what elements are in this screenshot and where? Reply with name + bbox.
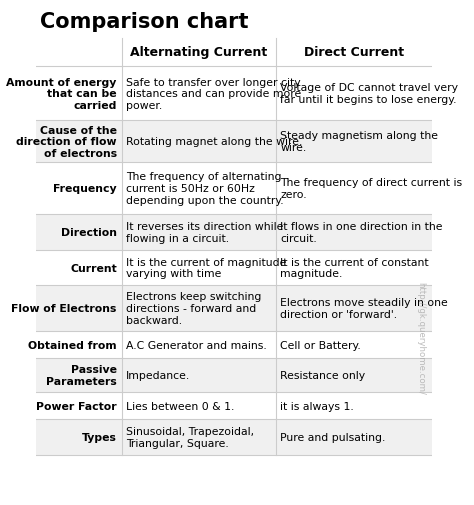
- Text: Comparison chart: Comparison chart: [40, 12, 249, 32]
- Text: Current: Current: [70, 263, 117, 273]
- Text: Amount of energy
that can be
carried: Amount of energy that can be carried: [6, 78, 117, 111]
- Bar: [36, 419, 432, 456]
- Text: it is always 1.: it is always 1.: [281, 401, 354, 411]
- Bar: [36, 358, 432, 392]
- Bar: [36, 38, 432, 67]
- Text: Cell or Battery.: Cell or Battery.: [281, 340, 361, 350]
- Bar: [36, 392, 432, 419]
- Text: Types: Types: [82, 432, 117, 442]
- Bar: [36, 67, 432, 121]
- Bar: [36, 332, 432, 358]
- Bar: [36, 163, 432, 214]
- Text: Rotating magnet along the wire.: Rotating magnet along the wire.: [126, 137, 302, 147]
- Text: Cause of the
direction of flow
of electrons: Cause of the direction of flow of electr…: [16, 125, 117, 159]
- Text: Steady magnetism along the
wire.: Steady magnetism along the wire.: [281, 131, 438, 153]
- Text: Direct Current: Direct Current: [304, 46, 404, 59]
- Text: The frequency of direct current is
zero.: The frequency of direct current is zero.: [281, 178, 463, 199]
- Text: Impedance.: Impedance.: [126, 370, 191, 380]
- Text: Alternating Current: Alternating Current: [130, 46, 267, 59]
- Text: It flows in one direction in the
circuit.: It flows in one direction in the circuit…: [281, 222, 443, 243]
- Text: Resistance only: Resistance only: [281, 370, 365, 380]
- Text: Pure and pulsating.: Pure and pulsating.: [281, 432, 386, 442]
- Text: Obtained from: Obtained from: [28, 340, 117, 350]
- Text: It reverses its direction while
flowing in a circuit.: It reverses its direction while flowing …: [126, 222, 283, 243]
- Text: It is the current of constant
magnitude.: It is the current of constant magnitude.: [281, 258, 429, 279]
- Text: Electrons move steadily in one
direction or 'forward'.: Electrons move steadily in one direction…: [281, 297, 448, 319]
- Text: Frequency: Frequency: [53, 183, 117, 193]
- Text: Safe to transfer over longer city
distances and can provide more
power.: Safe to transfer over longer city distan…: [126, 78, 301, 111]
- Text: It is the current of magnitude
varying with time: It is the current of magnitude varying w…: [126, 258, 287, 279]
- Text: http://gk.queryhome.com/: http://gk.queryhome.com/: [416, 282, 425, 394]
- Bar: [36, 121, 432, 163]
- Text: Voltage of DC cannot travel very
far until it begins to lose energy.: Voltage of DC cannot travel very far unt…: [281, 83, 458, 105]
- Text: Flow of Electrons: Flow of Electrons: [11, 304, 117, 314]
- Text: Direction: Direction: [61, 228, 117, 237]
- Bar: [36, 285, 432, 332]
- Text: A.C Generator and mains.: A.C Generator and mains.: [126, 340, 267, 350]
- Text: Power Factor: Power Factor: [36, 401, 117, 411]
- Text: The frequency of alternating
current is 50Hz or 60Hz
depending upon the country.: The frequency of alternating current is …: [126, 172, 284, 205]
- Bar: [36, 214, 432, 251]
- Text: Passive
Parameters: Passive Parameters: [46, 365, 117, 386]
- Text: Electrons keep switching
directions - forward and
backward.: Electrons keep switching directions - fo…: [126, 292, 262, 325]
- Text: Lies between 0 & 1.: Lies between 0 & 1.: [126, 401, 235, 411]
- Bar: [36, 251, 432, 285]
- Text: Sinusoidal, Trapezoidal,
Triangular, Square.: Sinusoidal, Trapezoidal, Triangular, Squ…: [126, 427, 255, 448]
